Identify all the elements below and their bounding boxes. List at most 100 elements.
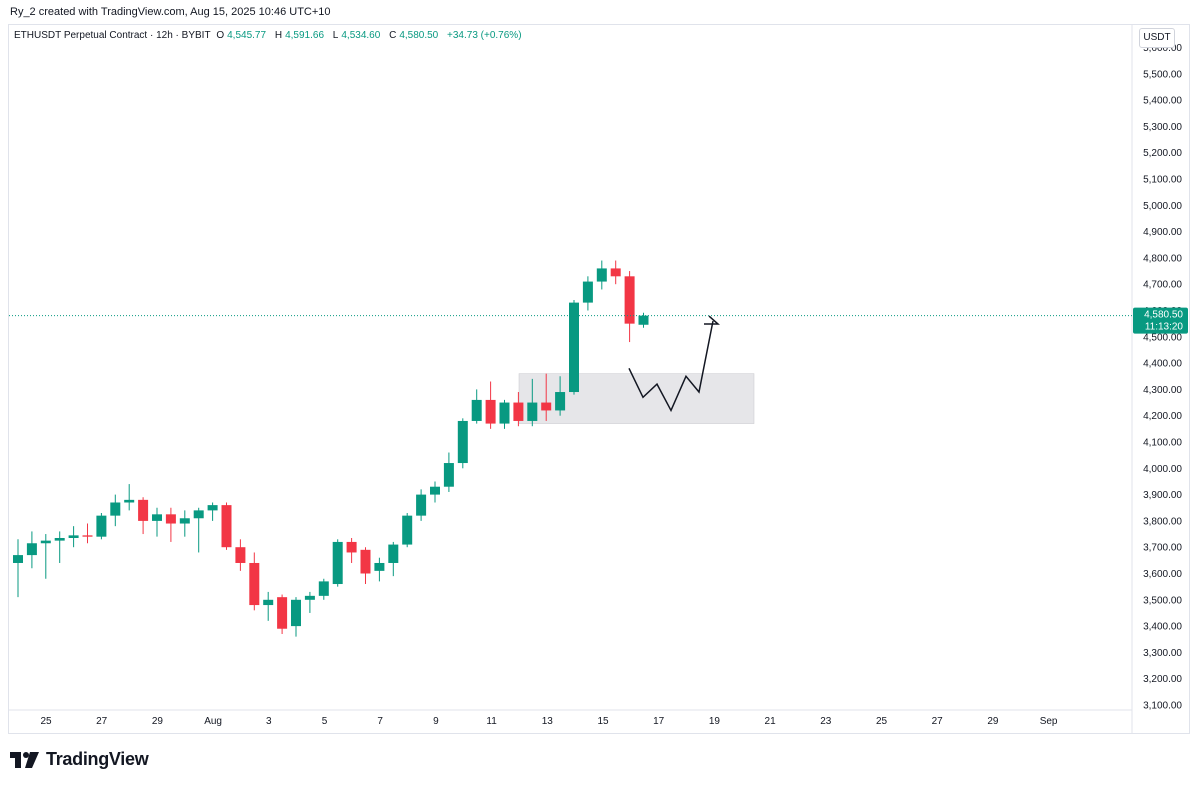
price-tick-label: 3,700.00 (1143, 543, 1182, 554)
candle-down[interactable] (485, 399, 496, 424)
price-tick-label: 4,400.00 (1143, 359, 1182, 370)
candle-up[interactable] (207, 505, 218, 511)
last-price-value: 4,580.50 (1144, 310, 1183, 321)
candle-up[interactable] (96, 515, 107, 537)
time-tick-label: 13 (542, 716, 554, 727)
candle-up[interactable] (263, 599, 274, 606)
price-tick-label: 5,500.00 (1143, 69, 1182, 80)
candle-down[interactable] (360, 549, 371, 574)
candle-up[interactable] (569, 302, 579, 393)
price-tick-label: 4,700.00 (1143, 280, 1182, 291)
projection-arrowhead (704, 315, 720, 325)
time-tick-label: 5 (322, 716, 328, 727)
time-tick-label: Aug (204, 716, 222, 727)
candle-down[interactable] (541, 402, 552, 411)
currency-selector[interactable]: USDT (1139, 28, 1175, 48)
time-tick-label: 9 (433, 716, 439, 727)
candle-down[interactable] (235, 547, 246, 563)
time-tick-label: 25 (876, 716, 888, 727)
candle-up[interactable] (527, 402, 538, 421)
price-tick-label: 5,000.00 (1143, 201, 1182, 212)
candle-up[interactable] (499, 402, 510, 424)
candle-up[interactable] (13, 555, 23, 563)
candle-up[interactable] (457, 420, 468, 464)
candle-up[interactable] (582, 281, 593, 303)
time-tick-label: 29 (152, 716, 164, 727)
price-tick-label: 3,500.00 (1143, 595, 1182, 606)
candle-down[interactable] (138, 499, 149, 521)
price-tick-label: 4,900.00 (1143, 227, 1182, 238)
price-tick-label: 3,300.00 (1143, 648, 1182, 659)
candle-up[interactable] (110, 502, 121, 516)
price-tick-label: 3,200.00 (1143, 674, 1182, 685)
candle-up[interactable] (318, 581, 329, 596)
candle-down[interactable] (221, 505, 232, 548)
candle-up[interactable] (416, 494, 427, 516)
candle-down[interactable] (346, 541, 357, 553)
tradingview-logo: TradingView (10, 749, 149, 770)
candle-down[interactable] (610, 268, 621, 277)
time-tick-label: 17 (653, 716, 665, 727)
time-tick-label: 7 (377, 716, 383, 727)
price-tick-label: 5,200.00 (1143, 148, 1182, 159)
time-tick-label: 3 (266, 716, 272, 727)
candle-up[interactable] (291, 599, 301, 627)
candle-up[interactable] (430, 486, 440, 495)
chart-attribution: Ry_2 created with TradingView.com, Aug 1… (10, 6, 331, 18)
ohlc-legend: ETHUSDT Perpetual Contract · 12h · BYBIT… (14, 30, 525, 41)
demand-zone-rectangle[interactable] (518, 373, 755, 424)
candle-down[interactable] (624, 276, 635, 324)
candle-up[interactable] (374, 562, 385, 571)
candle-up[interactable] (304, 595, 315, 600)
candle-up[interactable] (388, 544, 399, 563)
price-tick-label: 3,600.00 (1143, 569, 1182, 580)
chart-pane[interactable] (8, 24, 1190, 734)
candle-up[interactable] (54, 537, 65, 541)
price-tick-label: 3,400.00 (1143, 622, 1182, 633)
bar-countdown: 11:13:20 (1145, 322, 1184, 333)
price-tick-label: 3,900.00 (1143, 490, 1182, 501)
symbol-title[interactable]: ETHUSDT Perpetual Contract · 12h · BYBIT (14, 30, 211, 41)
tradingview-wordmark: TradingView (46, 749, 149, 769)
time-tick-label: 27 (96, 716, 108, 727)
price-tick-label: 5,300.00 (1143, 122, 1182, 133)
candle-up[interactable] (124, 499, 135, 503)
candle-up[interactable] (402, 515, 413, 545)
price-tick-label: 4,200.00 (1143, 411, 1182, 422)
candle-up[interactable] (555, 392, 566, 411)
candle-up[interactable] (471, 399, 482, 421)
legend-close: C 4,580.50 (389, 30, 439, 41)
candle-up[interactable] (179, 518, 190, 524)
candle-down[interactable] (277, 597, 288, 629)
price-tick-label: 4,500.00 (1143, 332, 1182, 343)
candle-up[interactable] (68, 535, 79, 538)
price-tick-label: 5,400.00 (1143, 96, 1182, 107)
candle-up[interactable] (596, 268, 607, 282)
price-tick-label: 4,000.00 (1143, 464, 1182, 475)
price-tick-label: 5,100.00 (1143, 175, 1182, 186)
candle-down[interactable] (513, 402, 524, 421)
price-tick-label: 4,100.00 (1143, 438, 1182, 449)
candle-up[interactable] (193, 510, 204, 519)
time-tick-label: Sep (1040, 716, 1058, 727)
candle-down[interactable] (82, 535, 93, 537)
time-tick-label: 23 (820, 716, 832, 727)
legend-high: H 4,591.66 (274, 30, 325, 41)
candle-up[interactable] (40, 540, 51, 544)
tradingview-logo-icon (10, 751, 39, 768)
price-tick-label: 4,800.00 (1143, 253, 1182, 264)
candle-down[interactable] (165, 514, 176, 524)
time-tick-label: 19 (709, 716, 721, 727)
legend-open: O 4,545.77 (216, 30, 267, 41)
last-price-label-bg (1133, 307, 1188, 334)
candle-up[interactable] (332, 541, 343, 585)
candle-up[interactable] (26, 543, 37, 556)
projection-path[interactable] (628, 320, 714, 413)
legend-low: L 4,534.60 (332, 30, 381, 41)
candle-up[interactable] (443, 463, 454, 487)
candle-up[interactable] (638, 315, 649, 325)
candle-down[interactable] (249, 562, 260, 606)
candle-up[interactable] (152, 514, 162, 521)
price-tick-label: 3,100.00 (1143, 701, 1182, 712)
